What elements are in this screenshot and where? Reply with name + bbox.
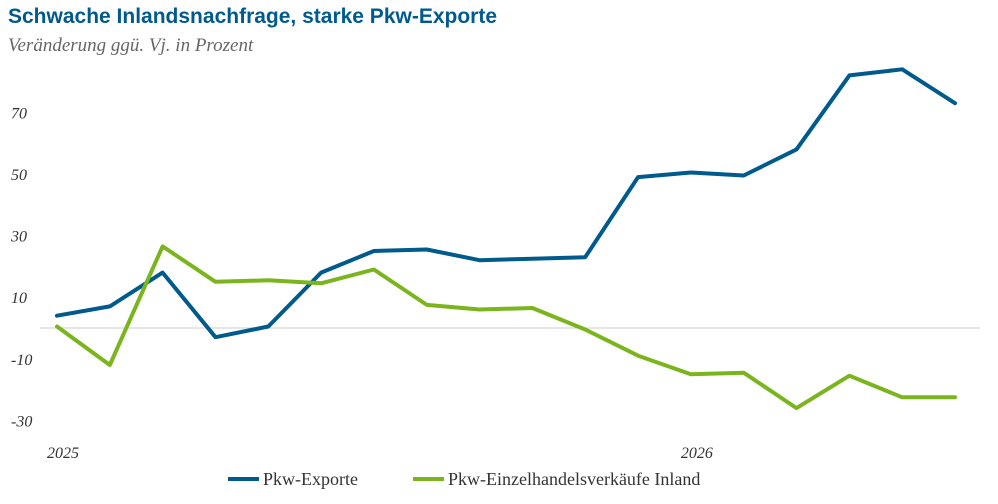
x-tick-label: 2026 — [681, 445, 713, 462]
series-lines — [55, 67, 957, 411]
legend-label-0: Pkw-Exporte — [263, 469, 358, 489]
y-tick-label: -10 — [11, 352, 32, 369]
chart-subtitle: Veränderung ggü. Vj. in Prozent — [8, 35, 254, 56]
x-axis-tick-labels: 2025 2026 — [47, 445, 713, 462]
y-axis-tick-labels: 70 50 30 10 -10 -30 — [10, 105, 32, 430]
y-tick-label: 30 — [10, 229, 27, 246]
y-tick-label: 50 — [11, 167, 27, 184]
legend-label-1: Pkw-Einzelhandelsverkäufe Inland — [448, 469, 700, 489]
y-tick-label: 10 — [11, 290, 27, 307]
legend: Pkw-Exporte Pkw-Einzelhandelsverkäufe Inl… — [228, 469, 700, 489]
series-line-1 — [55, 244, 957, 411]
chart-title: Schwache Inlandsnachfrage, starke Pkw-Ex… — [8, 5, 498, 28]
y-tick-label: -30 — [11, 413, 32, 430]
series-line-0 — [55, 67, 957, 340]
y-tick-label: 70 — [11, 105, 27, 122]
x-tick-label: 2025 — [47, 445, 79, 462]
